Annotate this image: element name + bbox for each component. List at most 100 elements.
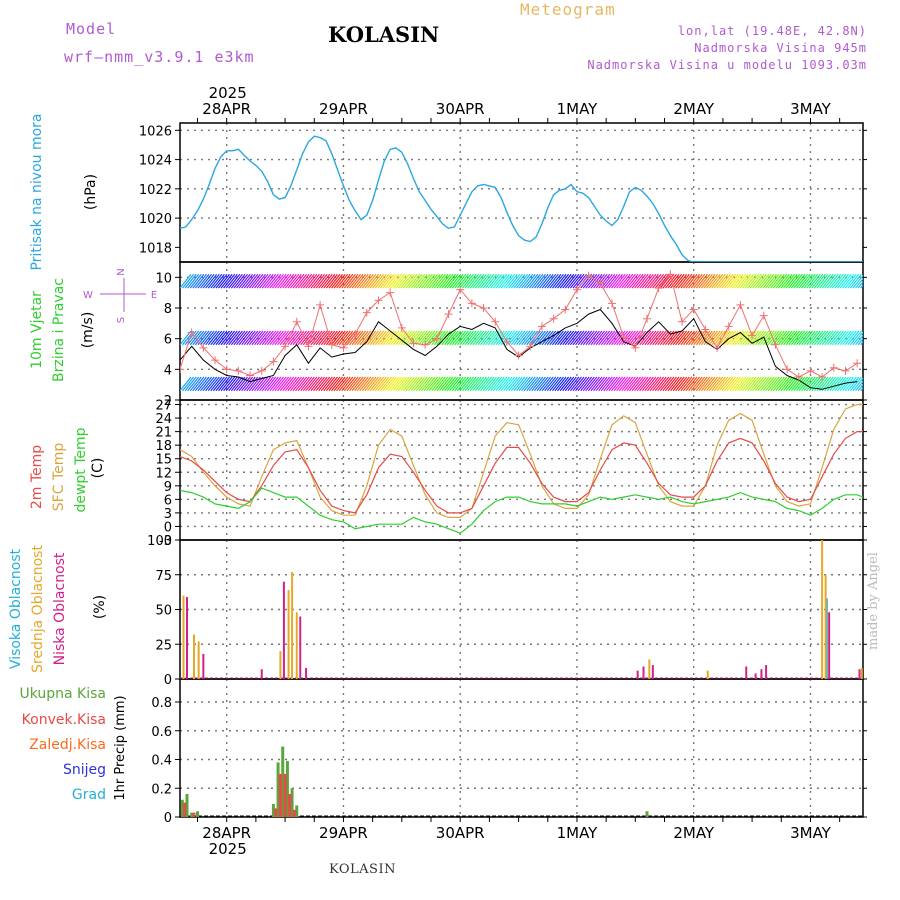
wind-direction-barb xyxy=(585,273,598,289)
wind-direction-barb xyxy=(215,330,228,346)
wind-direction-barb xyxy=(711,273,724,289)
wind-gust-marker xyxy=(561,305,570,314)
wind-direction-barb xyxy=(711,376,724,392)
wind-direction-barb xyxy=(180,273,192,289)
wind-direction-barb xyxy=(212,273,225,289)
wind-direction-barb xyxy=(480,376,492,392)
precip-bar-0 xyxy=(285,760,289,817)
wind-direction-barb xyxy=(292,376,305,392)
wind-direction-barb xyxy=(420,376,433,392)
wind-direction-barb xyxy=(271,273,284,289)
wind-gust-marker xyxy=(631,343,640,352)
wind-direction-barb xyxy=(855,380,863,392)
wind-direction-barb xyxy=(277,376,290,392)
wind-direction-barb xyxy=(518,273,531,289)
wind-direction-barb xyxy=(456,330,469,346)
legend-precip-4: Grad xyxy=(72,787,106,803)
cloud-bar-1 xyxy=(295,612,298,679)
wind-gust-marker xyxy=(829,363,838,372)
wind-direction-barb xyxy=(826,330,839,346)
cloud-bar-2 xyxy=(651,665,654,679)
wind-direction-barb xyxy=(318,376,331,392)
wind-direction-barb xyxy=(685,376,698,392)
wind-direction-barb xyxy=(320,330,333,346)
wind-direction-barb xyxy=(546,273,559,289)
wind-direction-barb xyxy=(444,273,457,289)
wind-direction-barb xyxy=(713,330,726,346)
wind-direction-barb xyxy=(295,376,308,392)
wind-direction-barb xyxy=(608,376,621,392)
wind-direction-barb xyxy=(230,376,243,392)
wind-direction-barb xyxy=(793,330,806,346)
wind-direction-barb xyxy=(197,273,210,289)
wind-direction-barb xyxy=(708,273,721,289)
wind-direction-barb xyxy=(402,273,415,289)
wind-direction-barb xyxy=(387,376,400,392)
wind-direction-barb xyxy=(770,273,783,289)
wind-direction-barb xyxy=(266,376,279,392)
wind-direction-barb xyxy=(492,376,505,392)
wind-direction-barb xyxy=(336,376,349,392)
wind-direction-barb xyxy=(821,330,834,346)
cloud-bar-1 xyxy=(821,540,824,679)
wind-direction-barb xyxy=(243,330,256,346)
wind-direction-barb xyxy=(682,376,695,392)
wind-direction-barb xyxy=(464,330,477,346)
wind-direction-barb xyxy=(477,273,490,289)
wind-direction-barb xyxy=(187,376,200,392)
compass-east: E xyxy=(151,290,157,301)
wind-direction-barb xyxy=(194,376,207,392)
wind-direction-barb xyxy=(736,330,749,346)
wind-direction-barb xyxy=(526,330,539,346)
y-tick-label: 4 xyxy=(164,363,172,378)
wind-direction-barb xyxy=(760,376,772,392)
date-label-bottom: 29APR xyxy=(319,824,368,842)
wind-direction-barb xyxy=(428,330,441,346)
wind-direction-barb xyxy=(513,330,526,346)
wind-direction-barb xyxy=(811,273,824,289)
wind-direction-barb xyxy=(315,330,328,346)
wind-gust-marker xyxy=(549,314,558,323)
wind-direction-barb xyxy=(849,376,862,392)
wind-direction-barb xyxy=(233,273,246,289)
pressure-series-line xyxy=(180,135,863,262)
wind-direction-barb xyxy=(508,273,521,289)
wind-gust-marker xyxy=(351,330,360,339)
wind-direction-barb xyxy=(236,330,248,346)
wind-direction-barb xyxy=(765,376,778,392)
wind-direction-barb xyxy=(636,273,649,289)
wind-direction-barb xyxy=(857,337,863,346)
wind-direction-barb xyxy=(180,330,192,346)
wind-direction-barb xyxy=(390,330,403,346)
wind-direction-barb xyxy=(423,273,436,289)
wind-gust-marker xyxy=(526,342,535,351)
cloud-bar-1 xyxy=(860,667,863,679)
wind-direction-barb xyxy=(780,376,793,392)
axis-unit-temp: (C) xyxy=(90,458,106,479)
year-label-bottom: 2025 xyxy=(209,840,247,858)
wind-direction-barb xyxy=(254,273,266,289)
wind-direction-barb xyxy=(364,376,377,392)
wind-direction-barb xyxy=(200,273,213,289)
wind-direction-barb xyxy=(682,273,695,289)
wind-direction-barb xyxy=(498,330,510,346)
wind-direction-barb xyxy=(382,376,395,392)
wind-direction-barb xyxy=(713,376,726,392)
wind-direction-barb xyxy=(531,273,544,289)
wind-direction-barb xyxy=(675,273,688,289)
wind-direction-barb xyxy=(397,376,410,392)
wind-direction-barb xyxy=(441,330,454,346)
wind-direction-barb xyxy=(210,273,223,289)
wind-direction-barb xyxy=(180,376,192,392)
wind-gust-marker xyxy=(759,311,768,320)
wind-direction-barb xyxy=(839,273,852,289)
wind-direction-barb xyxy=(259,330,272,346)
wind-direction-barb xyxy=(639,330,652,346)
wind-direction-barb xyxy=(220,330,233,346)
wind-direction-barb xyxy=(356,376,369,392)
wind-direction-barb xyxy=(813,273,826,289)
wind-direction-barb xyxy=(295,273,308,289)
wind-direction-barb xyxy=(248,330,261,346)
wind-direction-barb xyxy=(318,273,331,289)
wind-direction-barb xyxy=(567,376,580,392)
